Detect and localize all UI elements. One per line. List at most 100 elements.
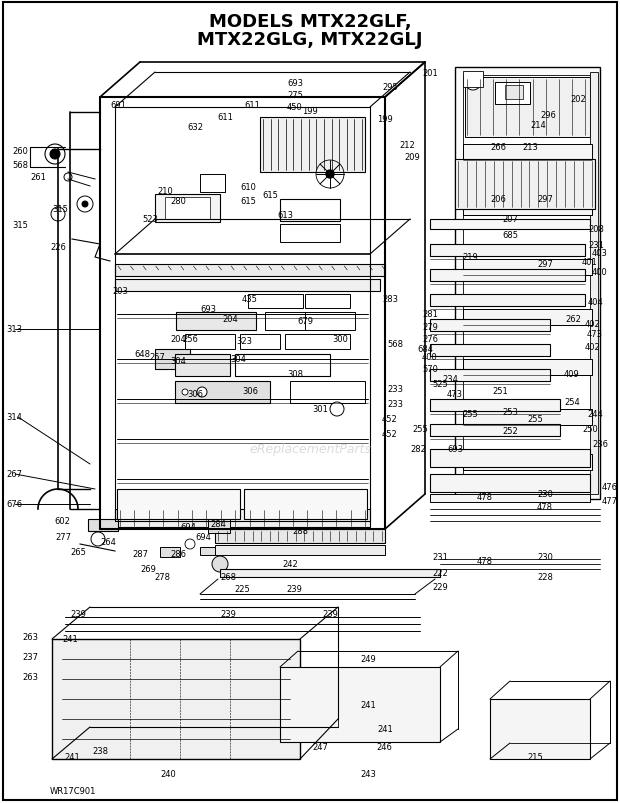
- Bar: [430, 270, 585, 282]
- Circle shape: [326, 171, 334, 179]
- Text: eReplacementParts: eReplacementParts: [249, 443, 371, 456]
- Bar: [155, 195, 220, 222]
- Bar: [265, 312, 325, 331]
- Text: 306: 306: [242, 387, 258, 396]
- Text: WR17C901: WR17C901: [50, 786, 96, 796]
- Text: 268: 268: [220, 573, 236, 582]
- Text: 266: 266: [490, 143, 506, 153]
- Text: 241: 241: [62, 634, 78, 644]
- Text: 613: 613: [277, 210, 293, 219]
- Text: 246: 246: [376, 743, 392, 752]
- Bar: [305, 312, 355, 331]
- Text: 314: 314: [6, 413, 22, 422]
- Text: 404: 404: [588, 298, 604, 307]
- Bar: [260, 118, 365, 173]
- Bar: [208, 520, 230, 533]
- Bar: [165, 198, 210, 220]
- Bar: [215, 529, 385, 544]
- Bar: [463, 76, 592, 491]
- Bar: [305, 295, 350, 308]
- Text: 242: 242: [282, 560, 298, 569]
- Circle shape: [330, 402, 344, 417]
- Bar: [430, 220, 590, 230]
- Text: 281: 281: [422, 310, 438, 319]
- Bar: [430, 450, 590, 467]
- Bar: [235, 355, 330, 377]
- Text: 435: 435: [242, 296, 258, 304]
- Text: 267: 267: [6, 470, 22, 479]
- Text: 315: 315: [52, 206, 68, 214]
- Text: 570: 570: [422, 365, 438, 374]
- Text: 251: 251: [492, 387, 508, 396]
- Bar: [463, 454, 592, 471]
- Text: 255: 255: [527, 415, 543, 424]
- Text: 212: 212: [399, 141, 415, 149]
- Text: 263: 263: [22, 673, 38, 682]
- Text: 478: 478: [477, 556, 493, 566]
- Text: 283: 283: [382, 296, 398, 304]
- Text: 233: 233: [387, 385, 403, 394]
- Text: 452: 452: [382, 415, 398, 424]
- Text: 478: 478: [537, 503, 553, 512]
- Text: 210: 210: [157, 187, 173, 196]
- Text: 263: 263: [22, 633, 38, 642]
- Text: 684: 684: [417, 345, 433, 354]
- Bar: [115, 265, 385, 277]
- Text: 201: 201: [422, 68, 438, 77]
- Text: 615: 615: [262, 190, 278, 199]
- Text: 288: 288: [292, 527, 308, 536]
- Circle shape: [212, 556, 228, 573]
- Text: 691: 691: [110, 100, 126, 109]
- Text: 234: 234: [442, 375, 458, 384]
- Bar: [175, 381, 270, 403]
- Bar: [430, 475, 590, 492]
- Text: 208: 208: [588, 225, 604, 234]
- Text: 615: 615: [240, 198, 256, 206]
- Text: 275: 275: [287, 92, 303, 100]
- Text: MODELS MTX22GLF,: MODELS MTX22GLF,: [209, 13, 411, 31]
- Text: MTX22GLG, MTX22GLJ: MTX22GLG, MTX22GLJ: [197, 31, 423, 49]
- Text: 209: 209: [404, 153, 420, 162]
- Bar: [185, 335, 235, 349]
- Bar: [200, 548, 215, 556]
- Circle shape: [465, 75, 481, 91]
- Text: 277: 277: [55, 533, 71, 542]
- Text: 230: 230: [537, 490, 553, 499]
- Text: 236: 236: [592, 440, 608, 449]
- Bar: [115, 279, 380, 291]
- Text: 402: 402: [585, 320, 601, 329]
- Text: 450: 450: [287, 104, 303, 112]
- Text: 225: 225: [234, 585, 250, 593]
- Text: 313: 313: [6, 325, 22, 334]
- Bar: [155, 349, 190, 369]
- Text: 568: 568: [12, 161, 28, 169]
- Text: 478: 478: [477, 493, 493, 502]
- Bar: [463, 145, 592, 161]
- Bar: [590, 73, 598, 495]
- Text: 241: 241: [360, 701, 376, 710]
- Text: 401: 401: [582, 259, 598, 267]
- Text: 249: 249: [360, 654, 376, 663]
- Bar: [463, 259, 592, 275]
- Text: 306: 306: [187, 390, 203, 399]
- Text: 231: 231: [432, 552, 448, 562]
- Text: 279: 279: [422, 323, 438, 332]
- Circle shape: [51, 208, 65, 222]
- Text: 244: 244: [587, 410, 603, 419]
- Bar: [176, 312, 256, 331]
- Text: 238: 238: [92, 747, 108, 756]
- Text: 525: 525: [432, 380, 448, 389]
- Text: 679: 679: [297, 317, 313, 326]
- Text: 602: 602: [54, 517, 70, 526]
- Text: 252: 252: [502, 427, 518, 436]
- Text: 304: 304: [170, 357, 186, 366]
- Bar: [430, 344, 550, 357]
- Text: 253: 253: [502, 408, 518, 417]
- Text: 676: 676: [6, 500, 22, 509]
- Text: 282: 282: [410, 445, 426, 454]
- Text: 204: 204: [222, 315, 238, 324]
- Text: 296: 296: [540, 110, 556, 120]
- Circle shape: [64, 173, 72, 181]
- Text: 304: 304: [230, 355, 246, 364]
- Text: 269: 269: [140, 565, 156, 574]
